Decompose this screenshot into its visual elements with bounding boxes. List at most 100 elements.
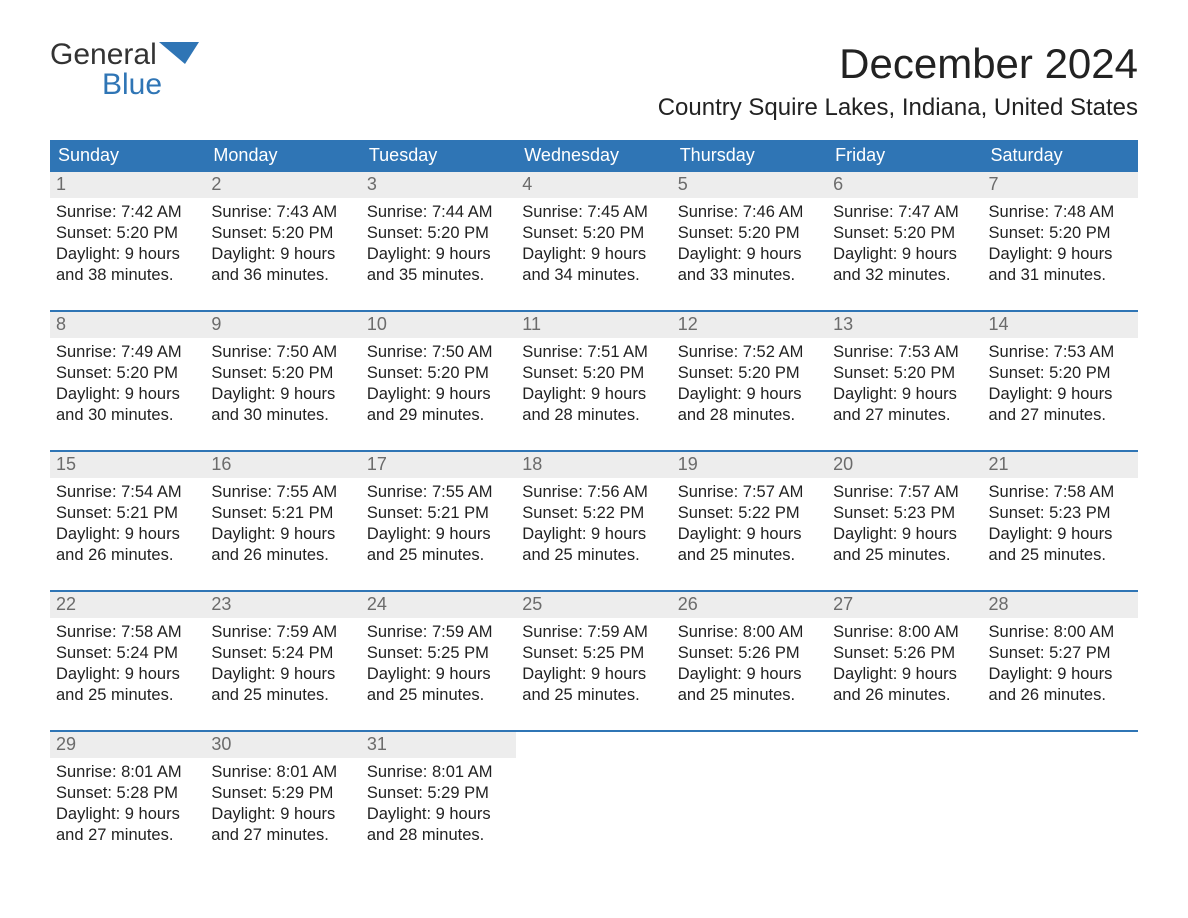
day-body: Sunrise: 8:01 AMSunset: 5:29 PMDaylight:…: [205, 758, 360, 846]
sunset-text: Sunset: 5:20 PM: [833, 223, 976, 244]
daylight-line2: and 27 minutes.: [989, 405, 1132, 426]
day-number: 15: [50, 452, 205, 478]
day-cell: 10Sunrise: 7:50 AMSunset: 5:20 PMDayligh…: [361, 312, 516, 426]
sunrise-text: Sunrise: 7:52 AM: [678, 342, 821, 363]
sunset-text: Sunset: 5:20 PM: [833, 363, 976, 384]
sunset-text: Sunset: 5:20 PM: [211, 223, 354, 244]
daylight-line1: Daylight: 9 hours: [522, 524, 665, 545]
daylight-line1: Daylight: 9 hours: [56, 384, 199, 405]
daylight-line1: Daylight: 9 hours: [678, 244, 821, 265]
day-cell: 30Sunrise: 8:01 AMSunset: 5:29 PMDayligh…: [205, 732, 360, 846]
day-cell: 3Sunrise: 7:44 AMSunset: 5:20 PMDaylight…: [361, 172, 516, 286]
day-number: 13: [827, 312, 982, 338]
sunset-text: Sunset: 5:20 PM: [367, 223, 510, 244]
sunrise-text: Sunrise: 8:00 AM: [989, 622, 1132, 643]
daylight-line1: Daylight: 9 hours: [56, 664, 199, 685]
sunrise-text: Sunrise: 7:45 AM: [522, 202, 665, 223]
day-number-empty: [516, 732, 671, 758]
day-body: Sunrise: 7:52 AMSunset: 5:20 PMDaylight:…: [672, 338, 827, 426]
day-number-empty: [672, 732, 827, 758]
sunrise-text: Sunrise: 7:56 AM: [522, 482, 665, 503]
day-number: 23: [205, 592, 360, 618]
day-number: 1: [50, 172, 205, 198]
daylight-line2: and 27 minutes.: [211, 825, 354, 846]
sunset-text: Sunset: 5:20 PM: [678, 363, 821, 384]
day-number: 30: [205, 732, 360, 758]
day-cell: 27Sunrise: 8:00 AMSunset: 5:26 PMDayligh…: [827, 592, 982, 706]
daylight-line2: and 27 minutes.: [833, 405, 976, 426]
daylight-line2: and 25 minutes.: [678, 545, 821, 566]
day-body: Sunrise: 7:59 AMSunset: 5:24 PMDaylight:…: [205, 618, 360, 706]
day-cell: [516, 732, 671, 846]
day-number: 24: [361, 592, 516, 618]
daylight-line2: and 26 minutes.: [989, 685, 1132, 706]
day-cell: 19Sunrise: 7:57 AMSunset: 5:22 PMDayligh…: [672, 452, 827, 566]
day-body: Sunrise: 7:55 AMSunset: 5:21 PMDaylight:…: [361, 478, 516, 566]
daylight-line1: Daylight: 9 hours: [367, 244, 510, 265]
weekday-header: Tuesday: [361, 140, 516, 172]
daylight-line2: and 25 minutes.: [211, 685, 354, 706]
day-number: 18: [516, 452, 671, 478]
day-cell: [983, 732, 1138, 846]
page: General Blue December 2024 Country Squir…: [0, 0, 1188, 846]
daylight-line2: and 30 minutes.: [56, 405, 199, 426]
calendar: SundayMondayTuesdayWednesdayThursdayFrid…: [50, 140, 1138, 846]
daylight-line1: Daylight: 9 hours: [522, 244, 665, 265]
day-cell: 14Sunrise: 7:53 AMSunset: 5:20 PMDayligh…: [983, 312, 1138, 426]
daylight-line2: and 26 minutes.: [56, 545, 199, 566]
day-cell: 2Sunrise: 7:43 AMSunset: 5:20 PMDaylight…: [205, 172, 360, 286]
day-number: 5: [672, 172, 827, 198]
day-body: Sunrise: 7:57 AMSunset: 5:22 PMDaylight:…: [672, 478, 827, 566]
day-number: 22: [50, 592, 205, 618]
day-body: Sunrise: 7:48 AMSunset: 5:20 PMDaylight:…: [983, 198, 1138, 286]
daylight-line1: Daylight: 9 hours: [833, 244, 976, 265]
day-cell: 4 Sunrise: 7:45 AMSunset: 5:20 PMDaylight…: [516, 172, 671, 286]
day-body: Sunrise: 7:59 AMSunset: 5:25 PMDaylight:…: [516, 618, 671, 706]
logo-flag-icon: [159, 40, 199, 70]
sunrise-text: Sunrise: 7:47 AM: [833, 202, 976, 223]
day-cell: 22Sunrise: 7:58 AMSunset: 5:24 PMDayligh…: [50, 592, 205, 706]
day-body: Sunrise: 7:53 AMSunset: 5:20 PMDaylight:…: [827, 338, 982, 426]
sunset-text: Sunset: 5:22 PM: [678, 503, 821, 524]
sunset-text: Sunset: 5:24 PM: [211, 643, 354, 664]
sunrise-text: Sunrise: 8:00 AM: [678, 622, 821, 643]
day-cell: 26Sunrise: 8:00 AMSunset: 5:26 PMDayligh…: [672, 592, 827, 706]
daylight-line1: Daylight: 9 hours: [678, 384, 821, 405]
week-row: 8Sunrise: 7:49 AMSunset: 5:20 PMDaylight…: [50, 310, 1138, 426]
sunset-text: Sunset: 5:25 PM: [367, 643, 510, 664]
daylight-line2: and 31 minutes.: [989, 265, 1132, 286]
sunrise-text: Sunrise: 7:57 AM: [678, 482, 821, 503]
sunset-text: Sunset: 5:22 PM: [522, 503, 665, 524]
location-text: Country Squire Lakes, Indiana, United St…: [658, 94, 1138, 122]
sunset-text: Sunset: 5:20 PM: [367, 363, 510, 384]
day-body: Sunrise: 7:59 AMSunset: 5:25 PMDaylight:…: [361, 618, 516, 706]
day-cell: 13Sunrise: 7:53 AMSunset: 5:20 PMDayligh…: [827, 312, 982, 426]
sunset-text: Sunset: 5:26 PM: [833, 643, 976, 664]
daylight-line1: Daylight: 9 hours: [989, 244, 1132, 265]
weekday-header: Saturday: [983, 140, 1138, 172]
daylight-line2: and 35 minutes.: [367, 265, 510, 286]
daylight-line2: and 25 minutes.: [367, 545, 510, 566]
day-body: Sunrise: 8:00 AMSunset: 5:26 PMDaylight:…: [672, 618, 827, 706]
day-number: 14: [983, 312, 1138, 338]
sunset-text: Sunset: 5:27 PM: [989, 643, 1132, 664]
daylight-line1: Daylight: 9 hours: [833, 524, 976, 545]
day-cell: 20Sunrise: 7:57 AMSunset: 5:23 PMDayligh…: [827, 452, 982, 566]
day-number: 6: [827, 172, 982, 198]
sunset-text: Sunset: 5:20 PM: [522, 223, 665, 244]
daylight-line1: Daylight: 9 hours: [211, 524, 354, 545]
day-number: 4: [516, 172, 671, 198]
daylight-line1: Daylight: 9 hours: [211, 244, 354, 265]
title-block: December 2024 Country Squire Lakes, Indi…: [658, 40, 1138, 136]
day-number: 31: [361, 732, 516, 758]
day-cell: 11Sunrise: 7:51 AMSunset: 5:20 PMDayligh…: [516, 312, 671, 426]
logo-text-bottom: Blue: [50, 70, 199, 100]
day-number: 19: [672, 452, 827, 478]
daylight-line2: and 25 minutes.: [56, 685, 199, 706]
sunset-text: Sunset: 5:20 PM: [211, 363, 354, 384]
daylight-line2: and 33 minutes.: [678, 265, 821, 286]
daylight-line2: and 25 minutes.: [367, 685, 510, 706]
weekday-header: Wednesday: [516, 140, 671, 172]
daylight-line2: and 28 minutes.: [678, 405, 821, 426]
week-row: 1Sunrise: 7:42 AMSunset: 5:20 PMDaylight…: [50, 172, 1138, 286]
